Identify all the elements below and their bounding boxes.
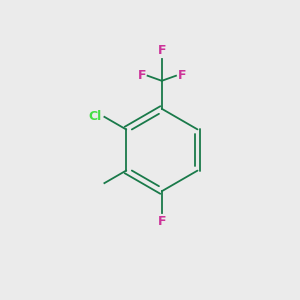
Text: F: F	[138, 69, 146, 82]
Text: F: F	[177, 69, 186, 82]
Text: F: F	[158, 44, 166, 57]
Text: F: F	[158, 215, 166, 228]
Text: Cl: Cl	[89, 110, 102, 123]
